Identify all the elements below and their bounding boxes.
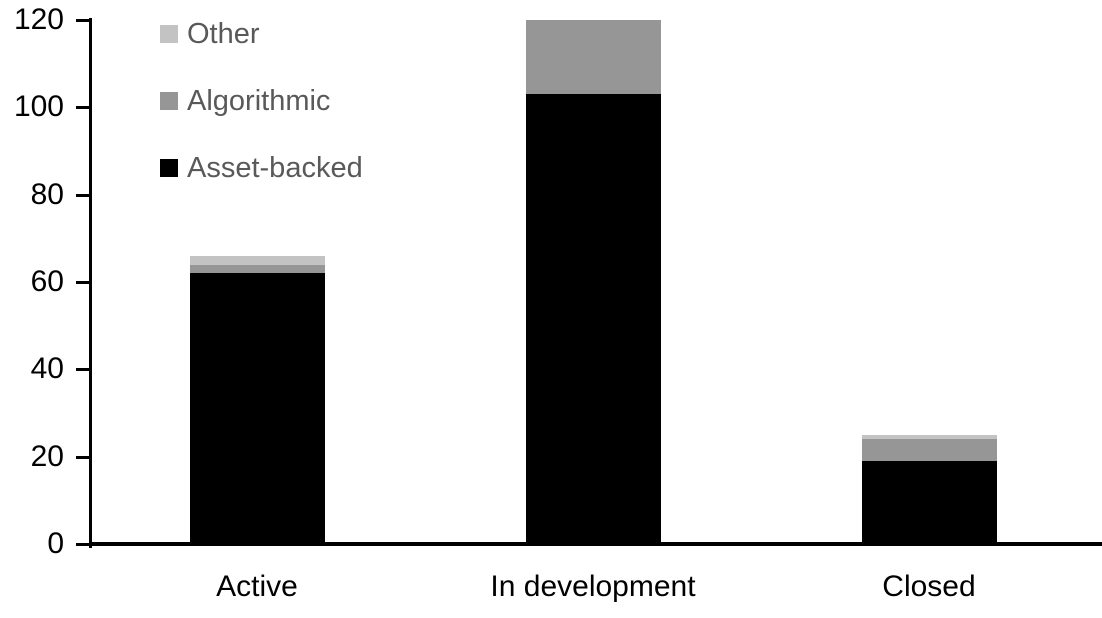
legend-label: Other bbox=[187, 17, 260, 50]
y-tick-label: 60 bbox=[30, 265, 64, 298]
legend-item-algorithmic: Algorithmic bbox=[160, 84, 331, 117]
bar-segment-other bbox=[189, 255, 325, 265]
legend-item-asset-backed: Asset-backed bbox=[160, 151, 363, 184]
y-tick bbox=[76, 281, 89, 284]
bar-segment-algorithmic bbox=[189, 264, 325, 274]
y-tick-label: 100 bbox=[13, 90, 64, 124]
y-tick bbox=[76, 543, 89, 546]
bar-segment-algorithmic bbox=[525, 20, 661, 95]
x-category-label: In development bbox=[490, 570, 696, 603]
x-axis-line bbox=[89, 542, 1102, 546]
y-tick-label: 40 bbox=[30, 352, 64, 386]
x-category-label: Closed bbox=[882, 570, 976, 603]
y-axis-line bbox=[89, 18, 92, 548]
y-tick-label: 80 bbox=[30, 177, 64, 211]
legend-swatch-icon bbox=[160, 25, 178, 43]
bar-segment-asset-backed bbox=[189, 273, 325, 544]
bar-segment-algorithmic bbox=[861, 439, 997, 462]
y-tick bbox=[76, 193, 89, 197]
y-tick bbox=[76, 19, 89, 22]
x-category-label: Active bbox=[216, 570, 298, 603]
bar-segment-asset-backed bbox=[861, 461, 997, 544]
y-tick bbox=[76, 455, 89, 459]
y-tick-label: 20 bbox=[30, 439, 64, 473]
legend-swatch-icon bbox=[160, 159, 178, 177]
y-tick-label: 120 bbox=[13, 3, 64, 36]
y-tick-label: 0 bbox=[47, 527, 64, 560]
bar-segment-other bbox=[861, 434, 997, 440]
legend-label: Algorithmic bbox=[187, 84, 331, 117]
y-tick bbox=[76, 368, 89, 372]
bar-segment-asset-backed bbox=[525, 94, 661, 544]
legend-label: Asset-backed bbox=[187, 151, 363, 184]
legend-item-other: Other bbox=[160, 17, 260, 50]
legend-swatch-icon bbox=[160, 92, 178, 110]
y-tick bbox=[76, 106, 89, 110]
